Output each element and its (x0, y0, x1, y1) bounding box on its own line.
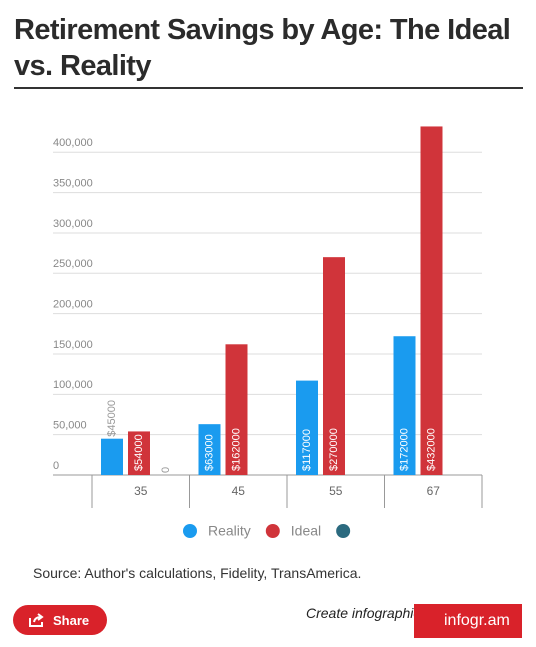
value-label: $117000 (301, 429, 313, 471)
bar (128, 431, 150, 475)
y-tick-label: 0 (53, 460, 59, 472)
brand-label[interactable]: infogr.am (444, 612, 510, 629)
y-tick-label: 200,000 (53, 299, 93, 311)
value-label: $270000 (328, 428, 340, 471)
bar (420, 126, 443, 476)
legend-label: Reality (208, 523, 251, 539)
bar (296, 380, 318, 475)
y-tick-label: 350,000 (53, 178, 93, 190)
legend-marker (336, 524, 351, 538)
value-label: $63000 (203, 434, 215, 471)
chart-title: Retirement Savings by Age: The Ideal vs.… (14, 14, 511, 82)
chart: 0 50,000 100,000 150,000 200,000 250,000 300,0… (53, 126, 483, 539)
x-tick-label: 45 (232, 484, 246, 498)
x-tick-label: 35 (134, 484, 148, 498)
bar (323, 257, 345, 475)
legend-marker (265, 524, 280, 538)
y-tick-label: 100,000 (53, 379, 93, 391)
share-button[interactable]: Share (13, 605, 107, 635)
bar (101, 438, 123, 475)
share-label[interactable]: Share (53, 613, 90, 628)
value-label: $172000 (398, 428, 410, 471)
share-icon (29, 613, 44, 627)
brand-badge[interactable]: infogr.am (414, 604, 522, 638)
value-label: $45000 (106, 400, 118, 437)
bar (198, 424, 221, 475)
bar (393, 336, 416, 475)
legend-marker (183, 524, 197, 538)
source-note: Source: Author's calculations, Fidelity,… (33, 565, 362, 581)
x-tick-label: 55 (329, 484, 343, 498)
value-label: $54000 (133, 434, 145, 471)
bar (225, 344, 248, 475)
y-tick-label: 250,000 (53, 258, 93, 270)
value-label: 0 (160, 467, 172, 473)
value-label: $432000 (425, 428, 437, 471)
legend-label: Ideal (291, 523, 321, 539)
y-tick-label: 150,000 (53, 339, 93, 351)
value-label: $162000 (230, 428, 242, 471)
y-tick-label: 50,000 (53, 420, 87, 432)
y-tick-label: 400,000 (53, 137, 93, 149)
title-rule (14, 87, 523, 89)
footer-text[interactable]: Create infographics (306, 605, 428, 621)
y-tick-label: 300,000 (53, 218, 93, 230)
x-tick-label: 67 (427, 484, 441, 498)
